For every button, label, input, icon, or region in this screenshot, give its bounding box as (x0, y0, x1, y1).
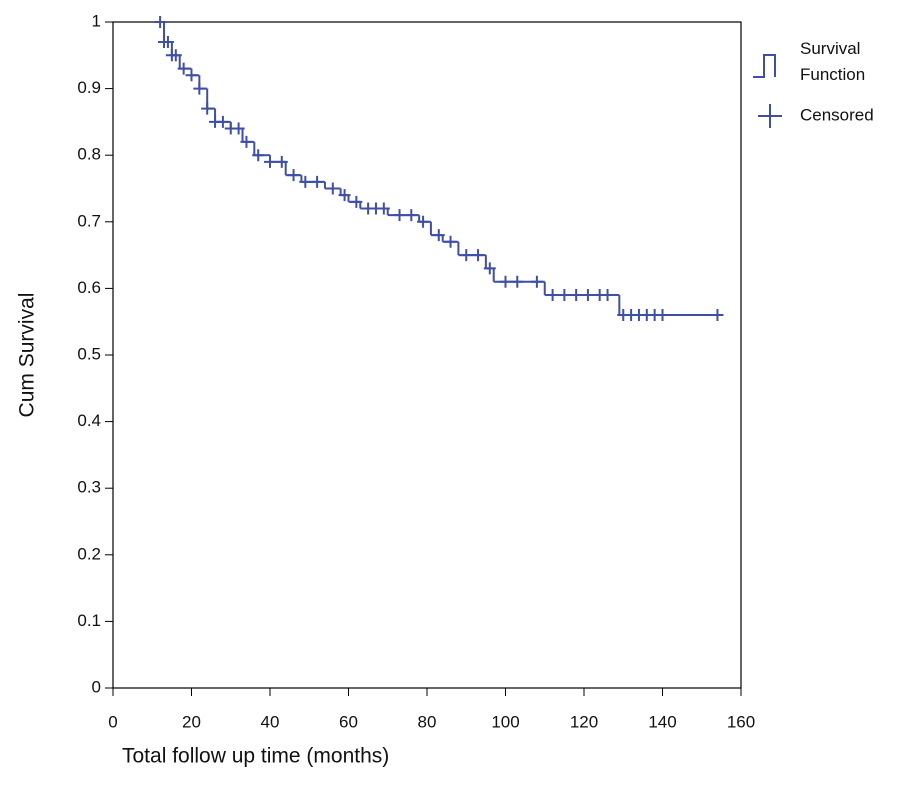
y-tick-label: 0.5 (77, 344, 101, 363)
censored-mark (405, 209, 418, 222)
censored-mark (601, 289, 614, 302)
censored-mark (472, 249, 485, 262)
legend-label: Survival Function (800, 39, 865, 84)
y-tick-label: 0.3 (77, 478, 101, 497)
censored-mark (216, 115, 229, 128)
y-tick-label: 0.9 (77, 78, 101, 97)
censored-mark (264, 155, 276, 168)
x-tick-label: 60 (339, 712, 358, 731)
censored-mark (511, 275, 524, 288)
censored-mark (499, 275, 512, 288)
censored-mark (711, 309, 724, 322)
censored-mark (350, 195, 363, 208)
censored-mark (232, 122, 245, 135)
y-axis-title: Cum Survival (16, 293, 39, 418)
censored-mark (417, 215, 430, 228)
censored-mark (581, 289, 594, 302)
legend-censored-icon (758, 104, 782, 128)
censored-mark (287, 169, 300, 182)
censored-mark (326, 182, 339, 195)
censored-mark (169, 49, 182, 62)
censored-mark (570, 289, 583, 302)
censored-mark (311, 175, 324, 188)
censored-mark (483, 262, 496, 275)
x-tick-label: 120 (570, 712, 598, 731)
x-tick-label: 0 (108, 712, 117, 731)
censored-mark (177, 62, 190, 75)
x-tick-label: 160 (727, 712, 755, 731)
y-tick-label: 0.6 (77, 278, 101, 297)
x-tick-label: 80 (418, 712, 437, 731)
censored-mark (185, 69, 198, 82)
censored-mark (161, 35, 174, 48)
x-axis-title: Total follow up time (months) (122, 745, 389, 768)
censored-mark (530, 275, 543, 288)
x-tick-label: 20 (182, 712, 201, 731)
y-tick-label: 0.4 (77, 411, 101, 430)
x-tick-label: 100 (491, 712, 519, 731)
censored-mark (201, 102, 214, 115)
x-tick-label: 40 (261, 712, 280, 731)
censored-mark (432, 229, 445, 242)
legend-step-icon (753, 54, 776, 78)
plot-frame (112, 21, 742, 689)
x-tick-label: 140 (648, 712, 676, 731)
censored-mark (393, 209, 406, 222)
censored-mark (338, 189, 351, 202)
censored-mark (193, 82, 206, 95)
censored-mark (252, 149, 265, 162)
censored-mark (546, 289, 559, 302)
censored-mark (558, 289, 571, 302)
y-tick-label: 0.8 (77, 145, 101, 164)
censored-mark (240, 135, 253, 148)
y-tick-label: 0.7 (77, 211, 101, 230)
censored-mark (154, 16, 167, 28)
y-tick-label: 0 (92, 677, 101, 696)
censored-mark (656, 309, 669, 322)
censored-mark (460, 249, 473, 262)
y-tick-label: 1 (92, 11, 101, 30)
y-tick-label: 0.1 (77, 611, 101, 630)
legend-label: Censored (800, 105, 874, 124)
censored-mark (377, 202, 390, 215)
censored-mark (275, 155, 288, 168)
censored-mark (299, 175, 312, 188)
censored-mark (444, 235, 457, 248)
y-tick-label: 0.2 (77, 544, 101, 563)
